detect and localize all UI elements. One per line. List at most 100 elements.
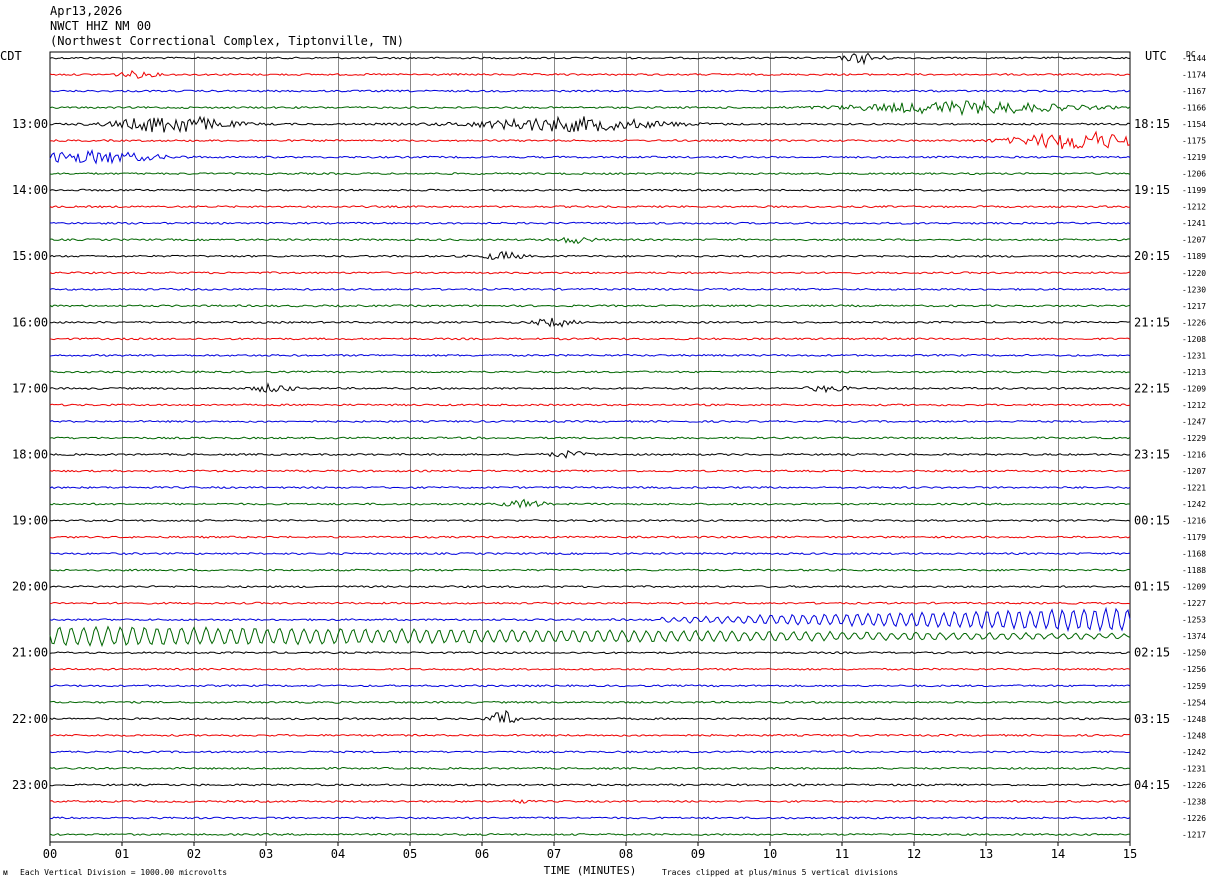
seismic-trace bbox=[49, 568, 1131, 572]
dc-offset-label: -1231 bbox=[1182, 764, 1206, 773]
seismic-trace bbox=[49, 750, 1131, 754]
seismic-trace bbox=[49, 498, 1131, 509]
logo-mark: ᴍ bbox=[3, 868, 8, 877]
dc-offset-label: -1221 bbox=[1182, 484, 1206, 493]
dc-offset-label: -1144 bbox=[1182, 54, 1206, 63]
dc-offset-label: -1254 bbox=[1182, 698, 1206, 707]
right-hour-label: 21:15 bbox=[1134, 315, 1170, 329]
seismic-trace bbox=[49, 816, 1131, 820]
header-location: (Northwest Correctional Complex, Tiptonv… bbox=[50, 34, 405, 48]
seismic-trace bbox=[49, 684, 1131, 688]
dc-offset-label: -1256 bbox=[1182, 665, 1206, 674]
dc-offset-label: -1189 bbox=[1182, 252, 1206, 261]
dc-offset-label: -1227 bbox=[1182, 599, 1206, 608]
x-tick-label: 10 bbox=[763, 847, 777, 861]
seismic-trace bbox=[49, 287, 1130, 291]
dc-offset-label: -1207 bbox=[1182, 236, 1206, 245]
x-tick-label: 02 bbox=[187, 847, 201, 861]
dc-offset-label: -1213 bbox=[1182, 368, 1206, 377]
dc-offset-label: -1166 bbox=[1182, 104, 1206, 113]
seismic-trace bbox=[49, 89, 1131, 93]
x-tick-label: 04 bbox=[331, 847, 345, 861]
seismic-trace bbox=[49, 52, 1131, 66]
seismic-trace bbox=[49, 250, 1131, 260]
left-hour-label: 17:00 bbox=[12, 381, 48, 395]
seismic-trace bbox=[49, 69, 1131, 79]
x-tick-label: 05 bbox=[403, 847, 417, 861]
dc-label: DC bbox=[1186, 50, 1196, 59]
header-date: Apr13,2026 bbox=[50, 4, 123, 18]
left-hour-label: 15:00 bbox=[12, 249, 48, 263]
seismic-trace bbox=[49, 353, 1131, 357]
dc-offset-label: -1199 bbox=[1182, 186, 1206, 195]
seismic-trace bbox=[49, 172, 1131, 176]
seismic-trace bbox=[49, 651, 1131, 655]
dc-offset-label: -1216 bbox=[1182, 450, 1206, 459]
dc-offset-label: -1253 bbox=[1182, 616, 1206, 625]
dc-offset-label: -1179 bbox=[1182, 533, 1206, 542]
dc-offset-label: -1374 bbox=[1182, 632, 1206, 641]
left-hour-label: 13:00 bbox=[12, 117, 48, 131]
seismic-trace bbox=[49, 403, 1131, 407]
left-hour-label: 14:00 bbox=[12, 183, 48, 197]
x-tick-label: 13 bbox=[979, 847, 993, 861]
seismic-trace bbox=[49, 832, 1131, 836]
dc-offset-label: -1206 bbox=[1182, 170, 1206, 179]
dc-offset-label: -1217 bbox=[1182, 830, 1206, 839]
right-hour-label: 01:15 bbox=[1134, 580, 1170, 594]
seismic-trace bbox=[49, 585, 1131, 589]
x-tick-label: 12 bbox=[907, 847, 921, 861]
left-axis-label: CDT bbox=[0, 49, 22, 63]
x-tick-label: 00 bbox=[43, 847, 57, 861]
dc-offset-label: -1208 bbox=[1182, 335, 1206, 344]
dc-offset-label: -1220 bbox=[1182, 269, 1206, 278]
seismic-trace bbox=[49, 601, 1131, 605]
left-hour-label: 23:00 bbox=[12, 778, 48, 792]
seismic-trace bbox=[49, 799, 1130, 804]
right-hour-label: 02:15 bbox=[1134, 646, 1170, 660]
seismic-trace bbox=[49, 188, 1131, 192]
seismic-trace bbox=[49, 667, 1131, 671]
header-station: NWCT HHZ NM 00 bbox=[50, 19, 152, 33]
seismic-trace bbox=[49, 236, 1131, 245]
seismic-trace bbox=[49, 130, 1131, 150]
right-hour-label: 22:15 bbox=[1134, 381, 1170, 395]
dc-offset-label: -1209 bbox=[1182, 583, 1206, 592]
seismic-trace bbox=[49, 436, 1131, 440]
seismic-trace bbox=[49, 709, 1131, 724]
seismic-trace bbox=[49, 148, 1131, 165]
x-tick-label: 15 bbox=[1123, 847, 1137, 861]
seismic-trace bbox=[49, 337, 1131, 341]
seismic-trace bbox=[49, 419, 1131, 423]
seismic-trace bbox=[49, 370, 1131, 374]
dc-offset-label: -1216 bbox=[1182, 517, 1206, 526]
seismic-trace bbox=[49, 304, 1131, 308]
seismic-trace bbox=[49, 733, 1131, 737]
dc-offset-label: -1174 bbox=[1182, 71, 1206, 80]
dc-offset-label: -1241 bbox=[1182, 219, 1206, 228]
x-tick-label: 03 bbox=[259, 847, 273, 861]
clip-note: Traces clipped at plus/minus 5 vertical … bbox=[662, 868, 899, 877]
right-hour-label: 20:15 bbox=[1134, 249, 1170, 263]
dc-offset-label: -1226 bbox=[1182, 781, 1206, 790]
left-hour-label: 21:00 bbox=[12, 646, 48, 660]
dc-offset-label: -1209 bbox=[1182, 384, 1206, 393]
axis-labels: CDT UTC DC 13:00 14:00 15:00 16:00 17:00 18:00 19… bbox=[0, 49, 1206, 877]
dc-offset-label: -1238 bbox=[1182, 797, 1206, 806]
seismic-trace bbox=[49, 766, 1131, 770]
x-tick-label: 01 bbox=[115, 847, 129, 861]
dc-offset-label: -1248 bbox=[1182, 731, 1206, 740]
seismic-trace bbox=[49, 485, 1131, 490]
dc-offset-label: -1226 bbox=[1182, 318, 1206, 327]
dc-offset-label: -1259 bbox=[1182, 682, 1206, 691]
seismic-trace bbox=[49, 449, 1131, 459]
seismic-traces bbox=[49, 52, 1131, 836]
dc-offset-label: -1230 bbox=[1182, 285, 1206, 294]
seismic-trace bbox=[49, 98, 1131, 117]
right-hour-label: 23:15 bbox=[1134, 447, 1170, 461]
seismic-trace bbox=[49, 221, 1131, 225]
right-axis-label: UTC bbox=[1145, 49, 1167, 63]
seismic-trace bbox=[49, 271, 1131, 275]
seismic-trace bbox=[49, 469, 1131, 473]
seismic-trace bbox=[49, 552, 1131, 556]
